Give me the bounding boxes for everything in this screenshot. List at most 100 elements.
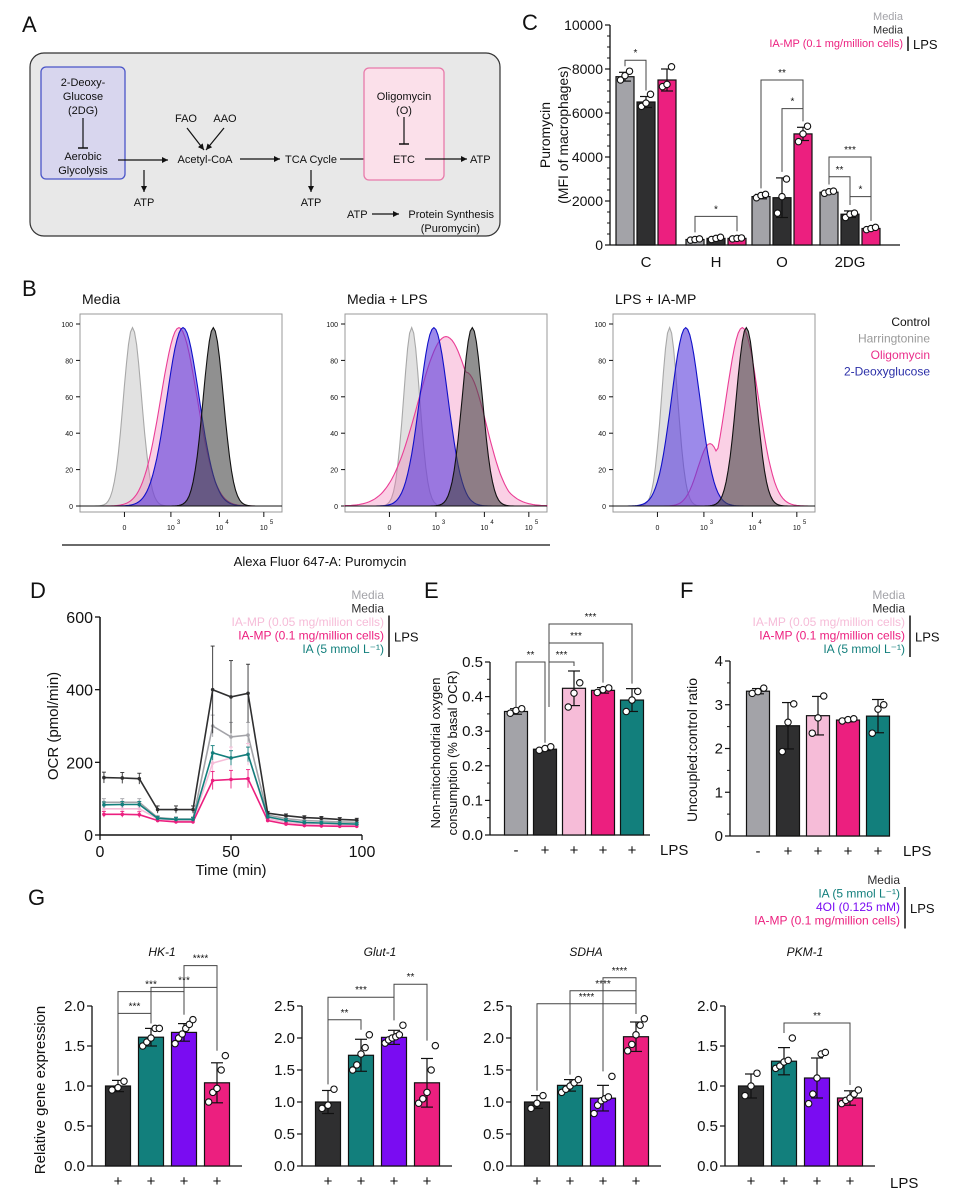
y-axis-label: Puromycin bbox=[537, 102, 553, 168]
significance-label: ** bbox=[813, 1011, 821, 1022]
x-tick-exponent: 3 bbox=[177, 520, 181, 526]
bar bbox=[615, 76, 635, 246]
significance-bracket bbox=[602, 977, 637, 1072]
data-point bbox=[593, 688, 602, 697]
data-point bbox=[102, 775, 106, 780]
chart-d-ocr-timecourse: 0 200 400 600 0 50 100 Time (min) OCR (pmol/min)… bbox=[45, 588, 419, 879]
y-tick-label: 1.0 bbox=[64, 1078, 85, 1095]
series-4 bbox=[101, 745, 359, 826]
data-point bbox=[634, 687, 642, 696]
y-tick-label: 10000 bbox=[564, 17, 603, 33]
data-point bbox=[616, 76, 625, 84]
y-tick-label: 1.0 bbox=[274, 1094, 295, 1111]
y-tick-label: 0.4 bbox=[462, 689, 483, 706]
x-tick-label: + bbox=[566, 1173, 575, 1190]
label-oligomycin: Oligomycin bbox=[377, 91, 431, 103]
y-tick-label: 0.2 bbox=[462, 758, 483, 775]
significance-bracket bbox=[694, 215, 738, 233]
data-point bbox=[337, 821, 342, 826]
bar bbox=[751, 196, 771, 246]
data-point bbox=[621, 71, 629, 80]
legend-item: Oligomycin bbox=[871, 348, 930, 362]
label-2dg: Glucose bbox=[63, 91, 103, 103]
data-point bbox=[137, 807, 142, 811]
bar bbox=[835, 719, 861, 837]
x-tick-exponent: 4 bbox=[225, 520, 229, 526]
data-point bbox=[427, 1066, 435, 1074]
chart-G-PKM-1: 0.0 0.5 1.0 1.5 2.0 PKM-1 + + + + ** LPS bbox=[697, 945, 918, 1192]
data-point bbox=[820, 692, 828, 700]
x-tick-label: 50 bbox=[222, 844, 240, 861]
data-point bbox=[590, 1109, 598, 1118]
data-point bbox=[246, 752, 250, 757]
data-point bbox=[874, 705, 882, 713]
histogram-title: Media bbox=[82, 291, 120, 307]
data-point bbox=[854, 1086, 863, 1094]
legend-item: IA-MP (0.1 mg/million cells) bbox=[754, 914, 900, 928]
label-puromycin: (Puromycin) bbox=[421, 223, 480, 235]
data-point bbox=[191, 820, 195, 824]
data-point bbox=[808, 729, 817, 737]
y-tick-label: 0 bbox=[84, 828, 93, 845]
legend-item: IA-MP (0.1 mg/million cells) bbox=[769, 38, 903, 50]
data-point bbox=[533, 1099, 541, 1108]
x-tick-label: + bbox=[844, 843, 853, 860]
data-point bbox=[788, 1034, 797, 1042]
data-point bbox=[114, 1083, 122, 1092]
y-tick-label: 0.5 bbox=[274, 1126, 295, 1143]
chart-e-non-mito-oxygen: 0.00.10.20.30.40.5- + + + + LPS** *********Non… bbox=[428, 612, 688, 859]
x-row-label: LPS bbox=[660, 842, 688, 859]
data-point bbox=[527, 1104, 535, 1113]
y-tick-label: 600 bbox=[66, 610, 93, 627]
y-tick-label: 1.0 bbox=[697, 1078, 718, 1095]
panel-e-letter: E bbox=[424, 578, 439, 603]
data-point bbox=[760, 684, 768, 692]
significance-label: * bbox=[859, 185, 863, 196]
x-tick-label: + bbox=[213, 1173, 222, 1190]
data-point bbox=[850, 209, 859, 217]
data-point bbox=[319, 816, 324, 821]
data-point bbox=[773, 209, 782, 217]
label-atp-4: ATP bbox=[347, 209, 368, 221]
data-point bbox=[506, 709, 515, 717]
x-tick-label: - bbox=[514, 842, 519, 859]
chart-F: 0 1 2 3 4 - + + + + LPS bbox=[715, 653, 932, 860]
legend-bracket-label: LPS bbox=[910, 901, 935, 916]
y-tick-label: 0.0 bbox=[462, 827, 483, 844]
x-tick-exponent: 4 bbox=[490, 520, 494, 526]
series-line bbox=[103, 688, 357, 821]
data-point bbox=[319, 821, 324, 825]
bar bbox=[523, 1101, 551, 1167]
data-point bbox=[191, 817, 195, 822]
x-tick-label: + bbox=[390, 1173, 399, 1190]
x-tick-label: 10 bbox=[432, 525, 440, 532]
significance-label: *** bbox=[585, 612, 597, 623]
y-tick-label: 0.0 bbox=[64, 1158, 85, 1175]
data-point bbox=[284, 813, 288, 818]
significance-label: **** bbox=[612, 966, 628, 977]
y-tick-label: 0.5 bbox=[64, 1118, 85, 1135]
bar bbox=[745, 690, 771, 837]
legend-item: IA (5 mmol L⁻¹) bbox=[823, 642, 905, 656]
data-point bbox=[608, 1072, 616, 1081]
y-tick-label: 2.5 bbox=[483, 998, 504, 1015]
arrow-glycolysis-acetylcoa-head bbox=[162, 157, 168, 163]
bar bbox=[503, 710, 529, 836]
y-tick-label: 4 bbox=[715, 653, 723, 670]
data-point bbox=[102, 803, 106, 807]
data-point bbox=[784, 718, 792, 727]
x-tick-exponent: 4 bbox=[758, 520, 762, 526]
legend-item: Harringtonine bbox=[858, 332, 930, 346]
chart-G-HK-1: 0.00.51.01.52.0HK-1+ + + +****** ******* bbox=[64, 945, 242, 1190]
x-tick-label: O bbox=[776, 254, 788, 271]
data-point bbox=[319, 824, 324, 828]
data-point bbox=[753, 1069, 761, 1077]
data-point bbox=[778, 192, 786, 201]
data-point bbox=[210, 687, 215, 692]
panel-g-letter: G bbox=[28, 885, 46, 910]
x-tick-label: 10 bbox=[525, 525, 533, 532]
